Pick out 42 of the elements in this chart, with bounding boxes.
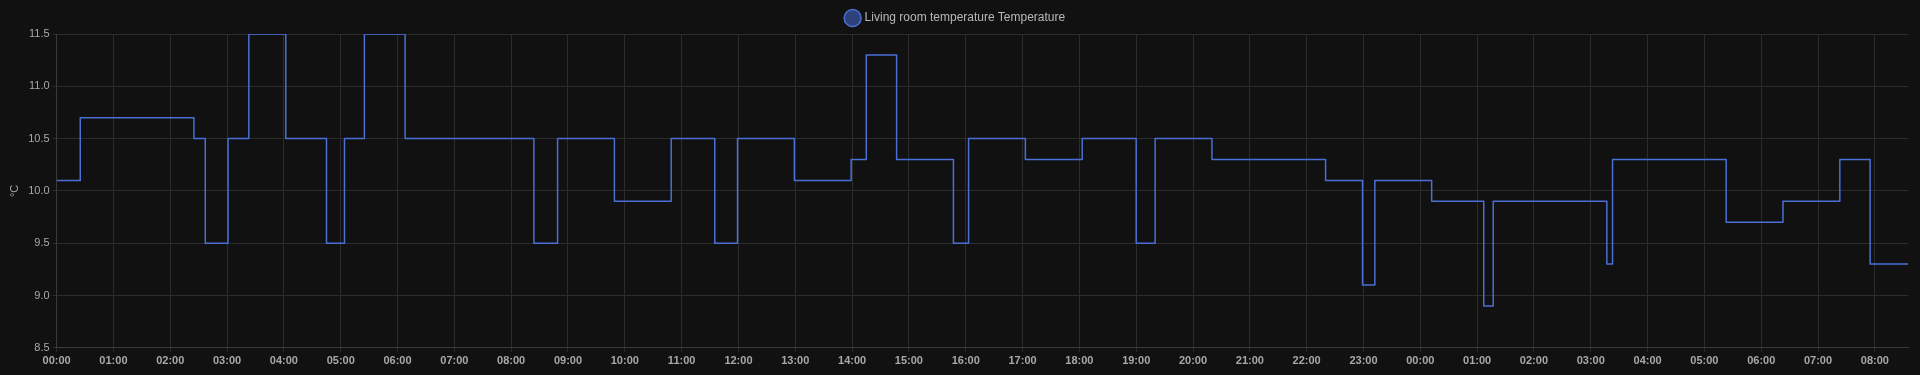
x-tick-label: 04:00 <box>1633 354 1662 367</box>
x-tick-label: 07:00 <box>440 354 469 367</box>
x-tick-label: 06:00 <box>383 354 412 367</box>
x-tick-label: 01:00 <box>99 354 128 367</box>
x-tick-label: 21:00 <box>1235 354 1264 367</box>
x-tick-label: 20:00 <box>1178 354 1208 367</box>
x-tick-label: 11:00 <box>667 354 696 367</box>
x-tick-label: 02:00 <box>1519 354 1548 367</box>
y-tick-label: 10.0 <box>28 183 50 196</box>
x-tick-label: 01:00 <box>1463 354 1492 367</box>
x-tick-label: 22:00 <box>1292 354 1321 367</box>
x-tick-label: 18:00 <box>1065 354 1094 367</box>
x-tick-label: 04:00 <box>269 354 298 367</box>
x-tick-label: 02:00 <box>156 354 185 367</box>
x-tick-label: 07:00 <box>1803 354 1833 367</box>
x-tick-label: 09:00 <box>553 354 583 367</box>
x-tick-label: 15:00 <box>894 354 923 367</box>
x-tick-label: 03:00 <box>1576 354 1605 367</box>
x-tick-label: 12:00 <box>724 354 753 367</box>
x-tick-label: 17:00 <box>1008 354 1037 367</box>
x-tick-label: 05:00 <box>1690 354 1719 367</box>
x-tick-label: 16:00 <box>951 354 980 367</box>
y-axis-title: °C <box>7 184 20 198</box>
y-tick-label: 8.5 <box>34 340 50 353</box>
x-tick-label: 08:00 <box>1860 354 1889 367</box>
x-tick-label: 00:00 <box>1406 354 1435 367</box>
y-tick-label: 11.5 <box>29 27 50 40</box>
x-tick-label: 13:00 <box>781 354 810 367</box>
legend-label: Living room temperature Temperature <box>864 10 1066 25</box>
x-tick-label: 23:00 <box>1349 354 1378 367</box>
x-tick-label: 05:00 <box>326 354 355 367</box>
x-tick-label: 19:00 <box>1122 354 1151 367</box>
x-tick-label: 08:00 <box>497 354 526 367</box>
x-tick-label: 00:00 <box>42 354 71 367</box>
x-tick-label: 06:00 <box>1747 354 1776 367</box>
y-tick-label: 9.5 <box>34 236 50 249</box>
x-tick-label: 14:00 <box>838 354 867 367</box>
y-tick-label: 10.5 <box>28 131 50 144</box>
x-tick-label: 03:00 <box>213 354 242 367</box>
y-tick-label: 11.0 <box>29 79 50 92</box>
x-tick-label: 10:00 <box>610 354 639 367</box>
y-tick-label: 9.0 <box>34 288 50 301</box>
